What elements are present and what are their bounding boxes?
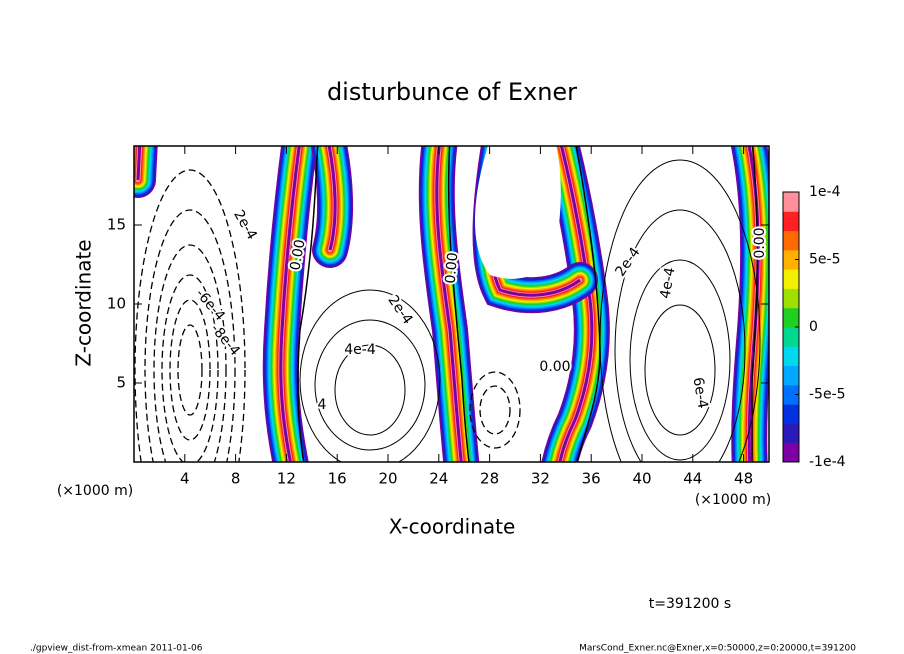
- field-band: [435, 146, 463, 462]
- field-blob: [475, 146, 561, 279]
- contour-line: [297, 146, 319, 462]
- contour-label: 2e-4: [384, 293, 415, 328]
- x-tick-label: 36: [582, 470, 601, 488]
- colorbar-tick-label: 0: [809, 319, 818, 335]
- x-tick-label: 4: [180, 470, 190, 488]
- x-tick-label: 16: [328, 470, 347, 488]
- colorbar-cell: [783, 327, 799, 347]
- field-band: [558, 146, 594, 462]
- colorbar-cell: [783, 288, 799, 309]
- x-tick-label: 32: [531, 470, 550, 488]
- contour-label: 2e-4: [612, 244, 643, 279]
- contour-line: [153, 244, 227, 462]
- x-tick-label: 48: [734, 470, 753, 488]
- contour-line: [161, 274, 219, 462]
- contour-line: [314, 319, 426, 451]
- chart-title: disturbunce of Exner: [327, 78, 577, 106]
- contour-label: 4: [318, 397, 327, 413]
- colorbar-cell: [783, 423, 799, 444]
- x-tick-label: 20: [378, 470, 397, 488]
- colorbar-cell: [783, 365, 799, 386]
- contour-line: [614, 209, 746, 462]
- contour-line: [644, 304, 716, 436]
- contour-label: 6e-4: [689, 376, 710, 410]
- colorbar-cell: [783, 230, 799, 251]
- contour-line: [469, 371, 521, 449]
- x-tick-label: 24: [429, 470, 448, 488]
- colorbar-tick-label: -5e-5: [809, 387, 846, 403]
- contour-label: 0.00: [539, 359, 570, 375]
- colorbar-cell: [783, 249, 799, 270]
- field-band: [327, 146, 337, 251]
- contour-line: [134, 169, 246, 462]
- x-tick-label: 40: [632, 470, 651, 488]
- colorbar-cell: [783, 346, 799, 367]
- contour-line: [334, 344, 406, 436]
- contour-line: [144, 209, 236, 462]
- x-unit: (×1000 m): [57, 483, 133, 499]
- contour-label: 4e-4: [344, 342, 376, 358]
- y-tick-label: 10: [107, 295, 126, 313]
- time-label: t=391200 s: [649, 596, 731, 612]
- contour-label: 0.00: [752, 227, 768, 258]
- y-tick-label: 5: [116, 374, 126, 392]
- contour-label: 0.00: [443, 252, 462, 284]
- y-axis-label: Z-coordinate: [72, 239, 96, 366]
- colorbar-cell: [783, 211, 799, 232]
- footer-left: ./gpview_dist-from-xmean 2011-01-06: [30, 644, 203, 654]
- x-tick-label: 44: [683, 470, 702, 488]
- x-axis-label: X-coordinate: [389, 515, 516, 539]
- contour-label: -8e-4: [207, 321, 243, 359]
- x-tick-label: 28: [480, 470, 499, 488]
- field: [134, 146, 769, 462]
- x-tick-label: 12: [277, 470, 296, 488]
- contour-label: 2e-4: [230, 207, 260, 242]
- contour-line: [751, 146, 759, 462]
- contour-line: [599, 159, 761, 462]
- colorbar-cell: [783, 192, 799, 212]
- contour-line: [479, 385, 511, 435]
- contour-line: [447, 146, 470, 462]
- x-tick-label: 8: [231, 470, 241, 488]
- contour-line: [177, 324, 203, 416]
- x-unit: (×1000 m): [695, 492, 771, 508]
- colorbar-cell: [783, 269, 799, 289]
- colorbar-tick-label: 1e-4: [809, 184, 841, 200]
- colorbar-tick-label: -1e-4: [809, 454, 846, 470]
- colorbar-cell: [783, 442, 799, 463]
- contour-line: [169, 299, 211, 441]
- colorbar-tick-label: 5e-5: [809, 252, 840, 268]
- colorbar-cell: [783, 307, 799, 328]
- contour-line: [299, 289, 441, 462]
- colorbar-cell: [783, 404, 799, 424]
- field-band: [279, 146, 301, 462]
- plot-area: 2e-40.00 0.002e-44e-4-6e-4-8e-440.002e-44…: [107, 145, 770, 488]
- contour-label: 4e-4: [657, 266, 678, 300]
- contour-line: [629, 259, 731, 461]
- colorbar-cell: [783, 384, 799, 405]
- footer-right: MarsCond_Exner.nc@Exner,x=0:50000,z=0:20…: [579, 644, 856, 654]
- y-tick-label: 15: [107, 216, 126, 234]
- contour-line: [575, 146, 601, 462]
